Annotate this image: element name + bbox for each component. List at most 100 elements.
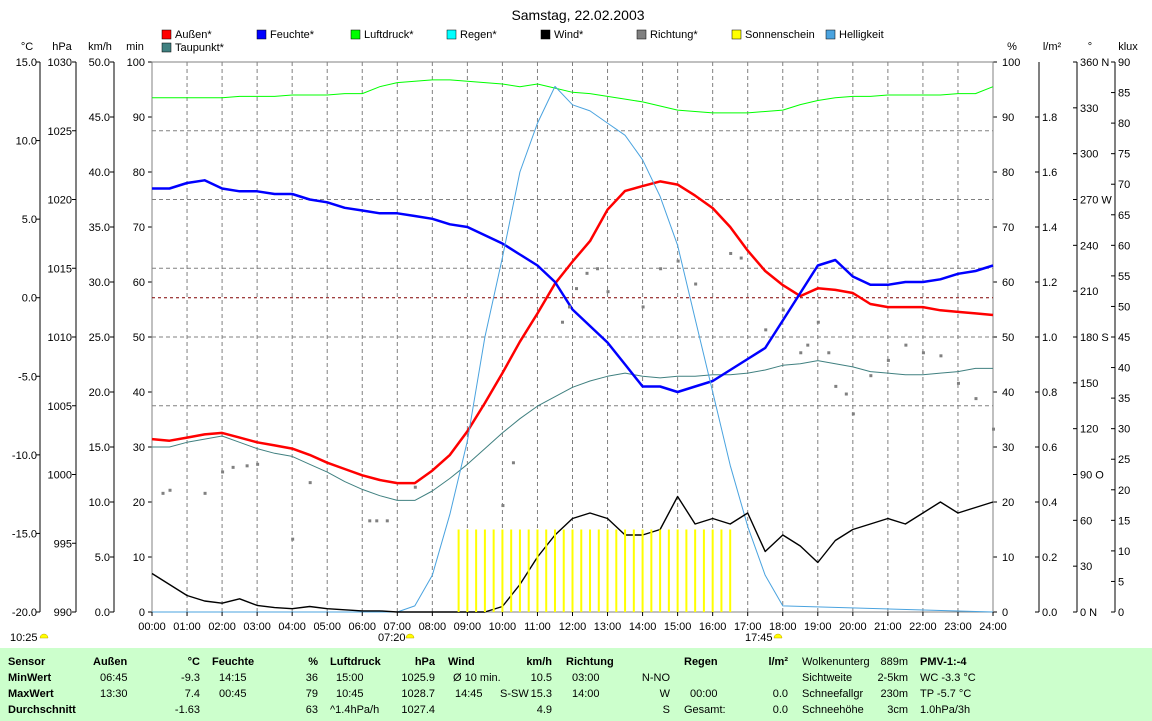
- axis-tick-label: 20: [133, 497, 145, 509]
- axis-tick-label: 120: [1080, 424, 1098, 436]
- luftdruck-max-time: 10:45: [336, 688, 364, 700]
- direction-point: [806, 343, 810, 347]
- feuchte-max: 79: [305, 688, 318, 700]
- legend-swatch: [161, 42, 172, 53]
- axis-tick-label: 20.0: [89, 387, 110, 399]
- axis-tick-label: 0.0: [22, 293, 37, 305]
- pmv-title: PMV-1:-4: [920, 656, 967, 668]
- sunshine-bar: [676, 529, 679, 612]
- axis-tick-label: 60: [1118, 240, 1130, 252]
- x-tick-label: 20:00: [839, 621, 867, 633]
- axis-tick-label: 0: [139, 607, 145, 619]
- direction-point: [694, 282, 698, 286]
- legend-label: Richtung*: [650, 29, 698, 41]
- direction-point: [974, 397, 978, 401]
- sunshine-bar: [641, 529, 644, 612]
- sunshine-bar: [571, 529, 574, 612]
- sunshine-bar: [536, 529, 539, 612]
- luftdruck-trend: ^1.4hPa/h: [330, 704, 380, 716]
- feuchte-min-time: 14:15: [219, 672, 247, 684]
- axis-unit-label: min: [126, 41, 144, 53]
- aussen-avg: -1.63: [174, 704, 200, 716]
- legend-swatch: [256, 29, 267, 40]
- axis-tick-label: 10: [133, 552, 145, 564]
- legend-label: Wind*: [554, 29, 584, 41]
- direction-point: [168, 488, 172, 492]
- x-tick-label: 12:00: [559, 621, 587, 633]
- axis-tick-label: 20: [1118, 485, 1130, 497]
- axis-tick-label: 240: [1080, 240, 1098, 252]
- axis-tick-label: 80: [1002, 167, 1014, 179]
- axis-tick-label: -20.0: [12, 607, 37, 619]
- axis-tick-label: 0.8: [1042, 387, 1057, 399]
- sunshine-bar: [606, 529, 609, 612]
- luftdruck-unit: hPa: [414, 656, 435, 668]
- direction-point: [221, 470, 225, 474]
- axis-tick-label: 50.0: [89, 57, 110, 69]
- axis-tick-label: 35.0: [89, 222, 110, 234]
- axis-tick-label: 30: [1118, 424, 1130, 436]
- regen-r2: 0.0: [772, 688, 788, 700]
- sunshine-bar: [729, 529, 732, 612]
- axis-tick-label: 90: [133, 112, 145, 124]
- feuchte-title: Feuchte: [212, 656, 255, 668]
- direction-point: [596, 267, 600, 271]
- x-tick-label: 16:00: [699, 621, 727, 633]
- axis-tick-label: 0.6: [1042, 442, 1057, 454]
- legend-swatch: [161, 29, 172, 40]
- x-tick-label: 04:00: [278, 621, 306, 633]
- axis-tick-label: 0.0: [95, 607, 110, 619]
- feuchte-max-time: 00:45: [219, 688, 247, 700]
- legend-swatch: [446, 29, 457, 40]
- axis-tick-label: 15.0: [16, 57, 37, 69]
- extra-label-3: Schneehöhe: [802, 704, 864, 716]
- sunshine-bar: [720, 529, 723, 612]
- sun-markers: 10:25 07:20 17:45: [10, 632, 783, 644]
- axis-tick-label: 5.0: [22, 214, 37, 226]
- legend-label: Außen*: [175, 29, 212, 41]
- axis-tick-label: 65: [1118, 210, 1130, 222]
- sunshine-bar: [466, 529, 469, 612]
- axis-tick-label: 1000: [48, 470, 72, 482]
- sunshine-bar: [702, 529, 705, 612]
- feuchte-unit: %: [308, 656, 318, 668]
- chart-plot: [151, 79, 995, 613]
- axis-tick-label: 70: [133, 222, 145, 234]
- wind-r2-time: 14:45: [455, 688, 483, 700]
- axis-tick-label: 0.4: [1042, 497, 1057, 509]
- regen-total-label: Gesamt:: [684, 704, 726, 716]
- x-tick-label: 03:00: [243, 621, 271, 633]
- direction-point: [203, 491, 207, 495]
- axis-tick-label: 40.0: [89, 167, 110, 179]
- pmv-line-1: WC -3.3 °C: [920, 672, 976, 684]
- axis-tick-label: 1030: [48, 57, 72, 69]
- axis-tick-label: 60: [1002, 277, 1014, 289]
- sun-icon: [405, 633, 415, 639]
- pmv-line-2: TP -5.7 °C: [920, 688, 972, 700]
- extra-label-0: Wolkenunterg: [802, 656, 870, 668]
- x-tick-label: 02:00: [208, 621, 236, 633]
- series-line-helligkeit: [152, 85, 994, 613]
- x-tick-label: 00:00: [138, 621, 166, 633]
- axis-tick-label: 10: [1118, 546, 1130, 558]
- legend-label: Helligkeit: [839, 29, 884, 41]
- direction-point: [560, 320, 564, 324]
- direction-point: [256, 462, 260, 466]
- feuchte-avg: 63: [305, 704, 318, 716]
- direction-point: [385, 519, 389, 523]
- direction-point: [606, 290, 610, 294]
- direction-point: [764, 328, 768, 332]
- axis-tick-label: 10.0: [16, 136, 37, 148]
- axis-tick-label: 1.4: [1042, 222, 1057, 234]
- x-tick-label: 01:00: [173, 621, 201, 633]
- sunshine-bar: [545, 529, 548, 612]
- wind-title: Wind: [448, 656, 475, 668]
- direction-point: [939, 354, 943, 358]
- axis-unit-label: km/h: [88, 41, 112, 53]
- extra-value-0: 889m: [880, 656, 908, 668]
- sunshine-bar: [650, 529, 653, 612]
- chart-axes: 15.010.05.00.0-5.0-10.0-15.0-20.0°C10301…: [12, 41, 1138, 619]
- sunshine-bar: [580, 529, 583, 612]
- axis-tick-label: 30: [1002, 442, 1014, 454]
- legend-swatch: [731, 29, 742, 40]
